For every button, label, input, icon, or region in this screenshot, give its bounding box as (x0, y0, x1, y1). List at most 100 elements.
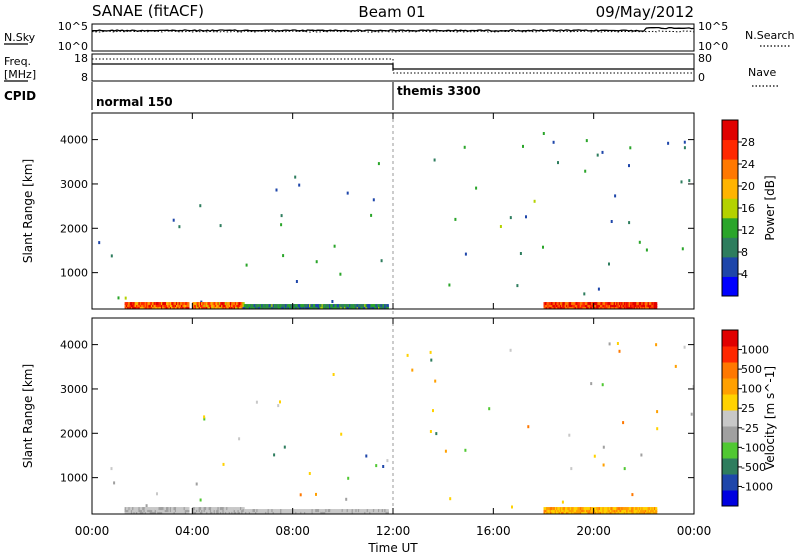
ground-scatter-cell (554, 302, 557, 306)
data-cell (525, 215, 527, 219)
ground-scatter-cell (322, 511, 325, 515)
ground-scatter-cell (643, 511, 646, 515)
ground-scatter-cell (212, 306, 215, 310)
ground-scatter-cell (606, 507, 609, 511)
colorbar-tick-label: 20 (741, 180, 755, 193)
ground-scatter-cell (228, 302, 231, 306)
ground-scatter-cell (276, 511, 279, 515)
ground-scatter-cell (135, 302, 139, 306)
ground-scatter-cell (603, 511, 606, 515)
time-axis: 00:00 04:00 08:00 12:00 16:00 20:00 00:00 (75, 113, 711, 538)
data-cell (568, 433, 571, 437)
ground-scatter-cell (213, 306, 216, 310)
ground-scatter-cell (314, 304, 317, 308)
ground-scatter-cell (208, 302, 211, 306)
ground-scatter-cell (134, 304, 137, 308)
ground-scatter-cell (260, 509, 263, 513)
data-cell (655, 343, 658, 347)
ground-scatter-cell (365, 511, 368, 515)
ground-scatter-cell (329, 304, 332, 308)
ground-scatter-cell (360, 306, 363, 310)
ground-scatter-cell (322, 304, 325, 308)
ground-scatter-cell (125, 511, 129, 515)
ground-scatter-cell (572, 302, 575, 306)
ground-scatter-cell (150, 306, 154, 310)
ground-scatter-cell (593, 507, 596, 511)
velocity-heatmap (110, 342, 695, 515)
ground-scatter-cell (638, 511, 641, 515)
data-cell (680, 180, 683, 184)
data-cell (203, 415, 206, 419)
ground-scatter-cell (342, 511, 345, 515)
ground-scatter-cell (203, 306, 206, 310)
ground-scatter-cell (652, 302, 655, 306)
ground-scatter-cell (597, 509, 600, 513)
ground-scatter-cell (166, 509, 169, 513)
ground-scatter-cell (216, 302, 219, 306)
ground-scatter-cell (574, 507, 578, 511)
power-ylabel: Slant Range [km] (21, 159, 35, 263)
ground-scatter-cell (553, 304, 556, 308)
ground-scatter-cell (579, 507, 583, 511)
ground-scatter-cell (558, 511, 561, 515)
ground-scatter-cell (295, 511, 298, 515)
ground-scatter-cell (566, 304, 569, 308)
ground-scatter-cell (128, 304, 131, 308)
ground-scatter-cell (631, 509, 634, 513)
ground-scatter-cell (171, 509, 174, 513)
ground-scatter-cell (256, 511, 259, 515)
ground-scatter-cell (625, 509, 628, 513)
data-cell (277, 404, 280, 408)
ground-scatter-cell (202, 304, 205, 308)
ground-scatter-cell (587, 304, 590, 308)
ground-scatter-cell (202, 509, 205, 513)
ground-scatter-cell (642, 306, 645, 310)
ground-scatter-cell (149, 511, 152, 515)
ground-scatter-cell (214, 511, 218, 515)
beam-title: Beam 01 (358, 3, 425, 21)
ground-scatter-cell (612, 302, 615, 306)
ground-scatter-cell (605, 511, 608, 515)
ground-scatter-cell (549, 511, 552, 515)
ground-scatter-cell (286, 509, 289, 513)
colorbar-segment (722, 159, 738, 180)
ground-scatter-cell (184, 304, 187, 308)
ground-scatter-cell (617, 511, 620, 515)
ground-scatter-cell (334, 304, 337, 308)
ground-scatter-cell (248, 511, 251, 515)
ground-scatter-cell (248, 306, 251, 310)
ground-scatter-cell (228, 304, 231, 308)
ground-scatter-cell (607, 306, 610, 310)
ground-scatter-cell (606, 304, 609, 308)
ground-scatter-cell (312, 306, 315, 310)
ground-scatter-cell (553, 507, 556, 511)
ground-scatter-cell (607, 511, 610, 515)
ground-scatter-cell (330, 509, 333, 513)
ground-scatter-cell (554, 509, 557, 513)
ground-scatter-cell (355, 304, 358, 308)
ground-scatter-cell (192, 302, 195, 306)
data-cell (583, 292, 586, 296)
ground-scatter-cell (212, 302, 215, 306)
ground-scatter-cell (385, 306, 388, 310)
ground-scatter-cell (130, 511, 134, 515)
ground-scatter-cell (339, 511, 342, 515)
data-cell (511, 505, 513, 509)
ground-scatter-cell (346, 304, 349, 308)
data-cell (124, 296, 127, 300)
ground-scatter-cell (345, 304, 348, 308)
velocity-ylabel: Slant Range [km] (21, 364, 35, 468)
ground-scatter-cell (245, 511, 248, 515)
data-cell (377, 162, 380, 166)
data-cell (622, 421, 625, 425)
ground-scatter-cell (571, 511, 574, 515)
ground-scatter-cell (558, 507, 561, 511)
ground-scatter-cell (633, 507, 636, 511)
nsky-strip-frame (91, 23, 695, 52)
ground-scatter-cell (321, 509, 324, 513)
ground-scatter-cell (302, 306, 305, 310)
ground-scatter-cell (367, 509, 371, 513)
ground-scatter-cell (367, 511, 371, 515)
ground-scatter-cell (548, 306, 551, 310)
